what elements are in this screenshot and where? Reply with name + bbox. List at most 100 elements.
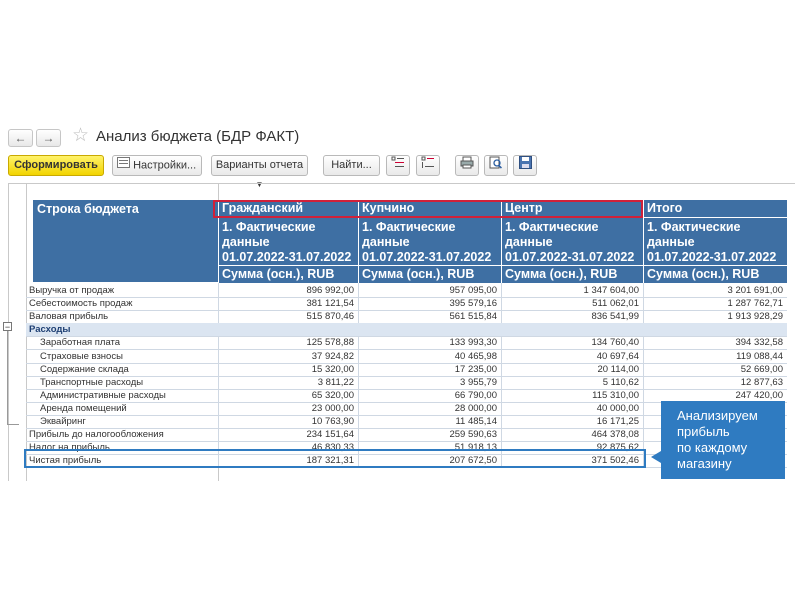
row-label: Валовая прибыль (29, 311, 109, 323)
cell-value: 3 955,79 (460, 376, 497, 388)
collapse-all-button[interactable] (416, 155, 440, 176)
cell-value: 896 992,00 (306, 285, 354, 296)
cell-value: 40 000,00 (596, 402, 639, 414)
forward-button[interactable]: → (36, 129, 61, 147)
expand-all-button[interactable] (386, 155, 410, 176)
column-header-center: Центр (501, 200, 643, 217)
arrow-right-icon: → (42, 131, 55, 145)
row-label: Прибыль до налогообложения (29, 429, 164, 441)
period-header-kupchino: 1. Фактические данные 01.07.2022-31.07.2… (358, 218, 501, 266)
cell-value: 125 578,88 (306, 337, 354, 349)
table-row[interactable]: Страховые взносы 37 924,82 40 465,98 40 697… (26, 350, 787, 364)
cell-value: 15 320,00 (311, 363, 354, 375)
cell-value: 381 121,54 (306, 298, 354, 310)
cell-value: 66 790,00 (454, 389, 497, 401)
period-line1: 1. Фактические (505, 220, 599, 234)
callout-line: по каждому (677, 440, 748, 455)
cell-value: 12 877,63 (740, 376, 783, 388)
row-label: Расходы (29, 324, 71, 336)
cell-value: 464 378,08 (591, 429, 639, 441)
table-row[interactable]: Себестоимость продаж 381 121,54 395 579,16… (26, 297, 787, 312)
table-group-row[interactable]: Расходы (26, 323, 787, 338)
cell-value: 394 332,58 (735, 337, 783, 349)
back-button[interactable]: ← (8, 129, 33, 147)
period-line3: 01.07.2022-31.07.2022 (647, 250, 777, 264)
cell-value: 51 918,13 (454, 442, 497, 454)
measure-header-total: Сумма (осн.), RUB (643, 266, 787, 283)
table-row[interactable]: Прибыль до налогообложения 234 151,64 259 … (26, 428, 787, 443)
period-line1: 1. Фактические (362, 220, 456, 234)
table-row[interactable]: Административные расходы 65 320,00 66 790,… (26, 389, 787, 403)
cell-value: 836 541,99 (591, 311, 639, 323)
arrow-left-icon: ← (14, 131, 27, 145)
collapse-toggle[interactable]: − (3, 322, 12, 332)
table-row[interactable]: Валовая прибыль 515 870,46 561 515,84 836 5… (26, 310, 787, 325)
cell-value: 11 485,14 (455, 416, 497, 427)
settings-button[interactable]: Настройки... (112, 155, 202, 176)
cell-value: 37 924,82 (311, 350, 354, 362)
cell-value: 207 672,50 (449, 455, 497, 467)
table-row[interactable]: Заработная плата 125 578,88 133 993,30 134 … (26, 336, 787, 351)
cell-value: 395 579,16 (449, 298, 497, 310)
print-button[interactable] (455, 155, 479, 176)
save-button[interactable] (513, 155, 537, 176)
cell-value: 92 875,62 (596, 442, 639, 454)
row-label: Налог на прибыль (29, 442, 110, 454)
measure-header-center: Сумма (осн.), RUB (501, 266, 643, 283)
cell-value: 40 465,98 (454, 350, 497, 362)
table-row[interactable]: Налог на прибыль 46 830,33 51 918,13 92 875… (26, 441, 787, 456)
chevron-down-icon: ▼ (255, 180, 264, 189)
cell-value: 3 201 691,00 (727, 285, 783, 296)
column-header-grazhdansky: Гражданский (218, 200, 358, 217)
page-title: Анализ бюджета (БДР ФАКТ) (96, 128, 300, 145)
star-icon[interactable]: ☆ (72, 125, 90, 146)
preview-button[interactable] (484, 155, 508, 176)
cell-value: 46 830,33 (311, 442, 354, 454)
cell-value: 234 151,64 (306, 429, 354, 441)
cell-value: 247 420,00 (735, 389, 783, 401)
cell-value: 133 993,30 (449, 337, 497, 349)
column-header-kupchino: Купчино (358, 200, 501, 217)
row-label: Транспортные расходы (40, 376, 144, 388)
row-label: Эквайринг (40, 416, 86, 427)
table-row[interactable]: Транспортные расходы 3 811,22 3 955,79 5 11… (26, 376, 787, 390)
row-label: Аренда помещений (40, 402, 127, 414)
cell-value: 957 095,00 (449, 285, 497, 296)
period-header-total: 1. Фактические данные 01.07.2022-31.07.2… (643, 218, 787, 266)
generate-button[interactable]: Сформировать (8, 155, 104, 176)
period-line2: данные (505, 235, 553, 249)
table-row[interactable]: Аренда помещений 23 000,00 28 000,00 40 000… (26, 402, 787, 416)
cell-value: 134 760,40 (591, 337, 639, 349)
cell-value: 371 502,46 (591, 455, 639, 467)
cell-value: 187 321,31 (306, 455, 354, 467)
row-label: Выручка от продаж (29, 285, 115, 296)
row-label: Страховые взносы (40, 350, 123, 362)
table-row[interactable]: Эквайринг 10 763,90 11 485,14 16 171,25 (26, 415, 787, 429)
cell-value: 1 287 762,71 (727, 298, 783, 310)
table-row[interactable]: Содержание склада 15 320,00 17 235,00 20 11… (26, 363, 787, 377)
period-line3: 01.07.2022-31.07.2022 (362, 250, 492, 264)
cell-value: 115 310,00 (592, 389, 639, 401)
store-columns-highlight (213, 200, 643, 218)
period-line2: данные (647, 235, 695, 249)
cell-value: 20 114,00 (597, 363, 639, 375)
row-header-cell: Строка бюджета (33, 200, 218, 282)
cell-value: 23 000,00 (311, 402, 354, 414)
table-row[interactable]: Выручка от продаж 896 992,00 957 095,00 1 3… (26, 284, 787, 298)
period-line3: 01.07.2022-31.07.2022 (222, 250, 352, 264)
print-icon (460, 156, 474, 176)
cell-value: 1 913 928,29 (727, 311, 783, 323)
preview-icon (489, 156, 503, 176)
expand-all-icon (391, 156, 405, 176)
settings-label: Настройки... (133, 159, 197, 172)
period-line1: 1. Фактические (222, 220, 316, 234)
find-button[interactable]: Найти... (323, 155, 380, 176)
report-variants-dropdown[interactable]: Варианты отчета ▼ (211, 155, 308, 189)
period-header-grazhdansky: 1. Фактические данные 01.07.2022-31.07.2… (218, 218, 358, 266)
callout-note: Анализируем прибыль по каждому магазину (661, 401, 785, 479)
variants-label: Варианты отчета (215, 159, 304, 171)
cell-value: 17 235,00 (454, 363, 497, 375)
callout-line: прибыль (677, 424, 730, 439)
cell-value: 259 590,63 (449, 429, 497, 441)
cell-value: 10 763,90 (311, 416, 354, 427)
